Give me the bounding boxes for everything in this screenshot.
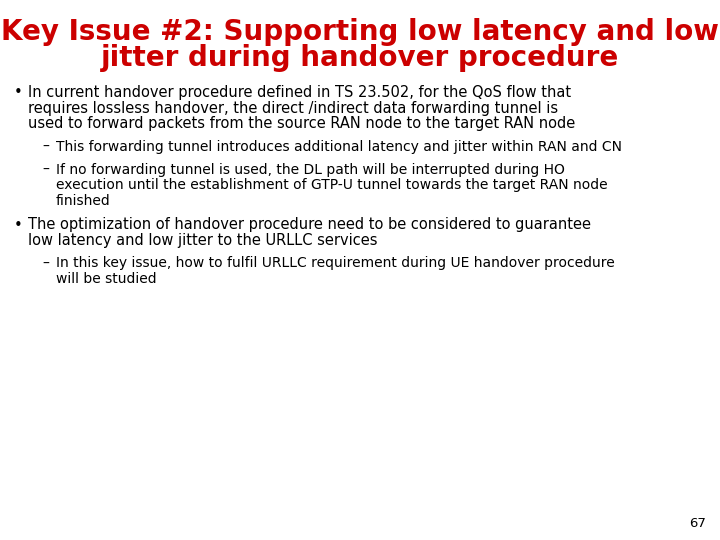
Text: jitter during handover procedure: jitter during handover procedure — [101, 44, 619, 72]
Text: •: • — [14, 85, 23, 100]
Text: will be studied: will be studied — [56, 272, 157, 286]
Text: •: • — [14, 218, 23, 233]
Text: –: – — [42, 139, 49, 153]
Text: used to forward packets from the source RAN node to the target RAN node: used to forward packets from the source … — [28, 116, 575, 131]
Text: This forwarding tunnel introduces additional latency and jitter within RAN and C: This forwarding tunnel introduces additi… — [56, 139, 622, 153]
Text: –: – — [42, 256, 49, 271]
Text: If no forwarding tunnel is used, the DL path will be interrupted during HO: If no forwarding tunnel is used, the DL … — [56, 163, 565, 177]
Text: In current handover procedure defined in TS 23.502, for the QoS flow that: In current handover procedure defined in… — [28, 85, 571, 100]
Text: requires lossless handover, the direct /indirect data forwarding tunnel is: requires lossless handover, the direct /… — [28, 100, 558, 116]
Text: In this key issue, how to fulfil URLLC requirement during UE handover procedure: In this key issue, how to fulfil URLLC r… — [56, 256, 615, 271]
Text: The optimization of handover procedure need to be considered to guarantee: The optimization of handover procedure n… — [28, 218, 591, 233]
Text: 67: 67 — [689, 517, 706, 530]
Text: Key Issue #2: Supporting low latency and low: Key Issue #2: Supporting low latency and… — [1, 18, 719, 46]
Text: –: – — [42, 163, 49, 177]
Text: execution until the establishment of GTP-U tunnel towards the target RAN node: execution until the establishment of GTP… — [56, 179, 608, 192]
Text: finished: finished — [56, 194, 111, 208]
Text: low latency and low jitter to the URLLC services: low latency and low jitter to the URLLC … — [28, 233, 377, 248]
